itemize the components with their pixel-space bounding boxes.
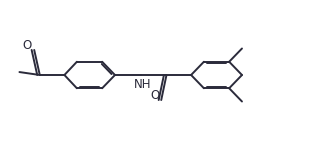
Text: O: O [23,39,32,52]
Text: O: O [151,89,160,102]
Text: NH: NH [133,78,151,91]
